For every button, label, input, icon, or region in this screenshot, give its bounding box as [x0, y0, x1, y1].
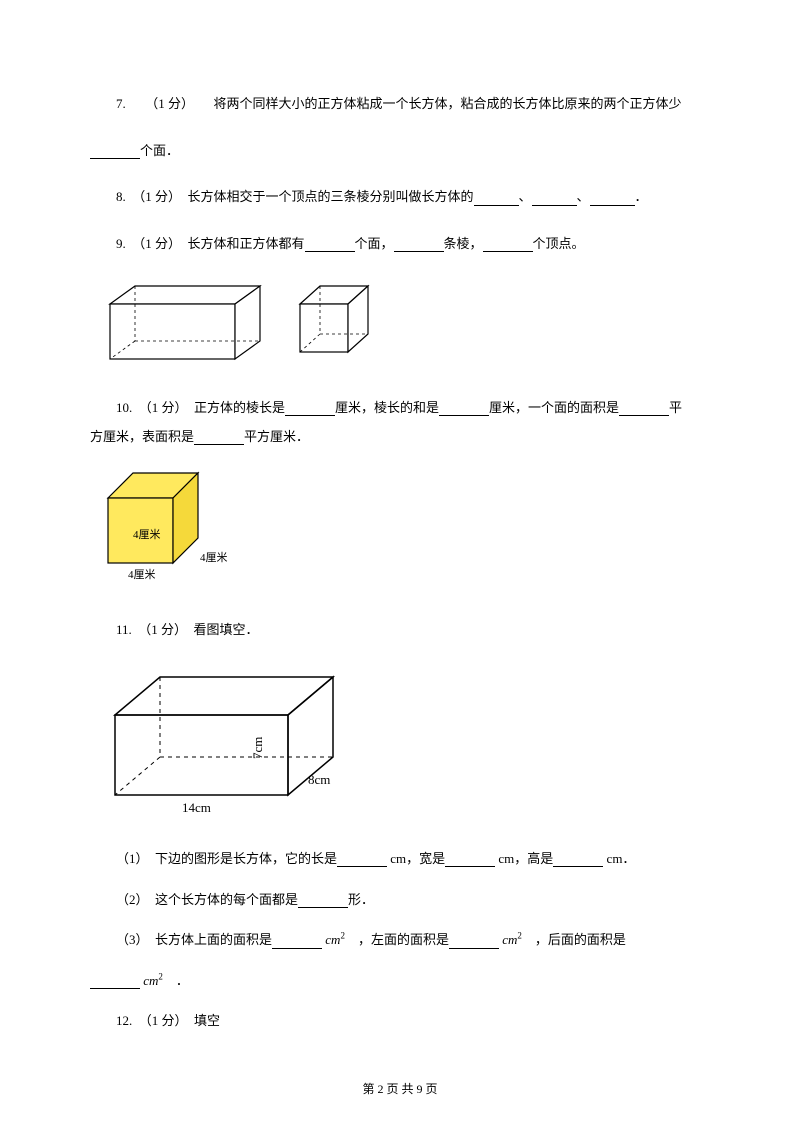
blank	[337, 852, 387, 867]
q9-prefix: 9. （1 分） 长方体和正方体都有	[116, 236, 305, 251]
q11s3-part2: ，后面的面积是	[522, 932, 626, 947]
cuboid-shape	[110, 286, 260, 359]
question-7-line2: 个面．	[90, 137, 710, 166]
blank	[590, 191, 635, 206]
figure-yellow-cube: 4厘米 4厘米 4厘米	[90, 463, 710, 604]
q8-sep1: 、	[519, 189, 532, 204]
question-11-sub3: （3） 长方体上面的面积是 cm2 ，左面的面积是 cm2 ，后面的面积是	[90, 926, 710, 955]
cuboid-height-label: 7cm	[250, 737, 265, 759]
page-footer: 第 2 页 共 9 页	[0, 1076, 800, 1102]
question-12: 12. （1 分） 填空	[90, 1007, 710, 1036]
question-8: 8. （1 分） 长方体相交于一个顶点的三条棱分别叫做长方体的 、 、 ．	[90, 183, 710, 212]
blank	[90, 144, 140, 159]
q11s1-suffix: cm．	[603, 851, 635, 866]
q11s1-part2: cm，高是	[495, 851, 553, 866]
labeled-cuboid-svg: 7cm 8cm 14cm	[90, 662, 370, 822]
blank	[272, 934, 322, 949]
blank	[194, 430, 244, 445]
blank	[394, 237, 444, 252]
q8-prefix: 8. （1 分） 长方体相交于一个顶点的三条棱分别叫做长方体的	[116, 189, 474, 204]
blank	[532, 191, 577, 206]
blank	[445, 852, 495, 867]
q11-prefix: 11. （1 分） 看图填空．	[116, 622, 259, 637]
q11s1-part1: cm，宽是	[387, 851, 445, 866]
cube-label-front: 4厘米	[133, 528, 161, 541]
question-10: 10. （1 分） 正方体的棱长是 厘米，棱长的和是 厘米，一个面的面积是 平 方厘米…	[90, 394, 710, 451]
blank	[619, 401, 669, 416]
blank	[439, 401, 489, 416]
yellow-cube-svg: 4厘米 4厘米 4厘米	[90, 463, 250, 593]
q11s2-suffix: 形．	[348, 892, 374, 907]
question-7: 7. （1 分） 将两个同样大小的正方体粘成一个长方体，粘合成的长方体比原来的两…	[90, 90, 710, 119]
footer-text: 第 2 页 共 9 页	[362, 1082, 437, 1096]
q10-line2a: 方厘米，表面积是	[90, 429, 194, 444]
q11s3-part1: ，左面的面积是	[345, 932, 449, 947]
figure-cuboid-cube	[90, 276, 710, 382]
q10-part1: 厘米，棱长的和是	[335, 400, 439, 415]
q7-text: 7. （1 分） 将两个同样大小的正方体粘成一个长方体，粘合成的长方体比原来的两…	[116, 96, 682, 111]
blank	[553, 852, 603, 867]
blank	[298, 893, 348, 908]
blank	[90, 974, 140, 989]
question-9: 9. （1 分） 长方体和正方体都有 个面， 条棱， 个顶点。	[90, 230, 710, 259]
blank	[285, 401, 335, 416]
q9-part1: 个面，	[355, 236, 394, 251]
cube-label-bottom: 4厘米	[128, 568, 156, 581]
question-11-sub3-line2: cm2 ．	[90, 967, 710, 996]
cuboid-cube-svg	[90, 276, 370, 371]
q11s3-prefix: （3） 长方体上面的面积是	[116, 932, 272, 947]
q10-part3: 平	[669, 400, 682, 415]
cube-label-right: 4厘米	[200, 551, 228, 564]
q10-line2b: 平方厘米．	[244, 429, 309, 444]
q7-suffix: 个面．	[140, 143, 179, 158]
q10-prefix: 10. （1 分） 正方体的棱长是	[116, 400, 285, 415]
q11s2-prefix: （2） 这个长方体的每个面都是	[116, 892, 298, 907]
q9-part2: 条棱，	[444, 236, 483, 251]
question-11: 11. （1 分） 看图填空．	[90, 616, 710, 645]
question-11-sub2: （2） 这个长方体的每个面都是 形．	[90, 886, 710, 915]
cm2-1: cm	[325, 932, 340, 947]
q12-prefix: 12. （1 分） 填空	[116, 1013, 220, 1028]
figure-labeled-cuboid: 7cm 8cm 14cm	[90, 662, 710, 833]
q8-suffix: ．	[635, 189, 648, 204]
cm2-3: cm	[143, 973, 158, 988]
cm2-2: cm	[502, 932, 517, 947]
q10-part2: 厘米，一个面的面积是	[489, 400, 619, 415]
q11s3-suffix: ．	[163, 973, 189, 988]
question-11-sub1: （1） 下边的图形是长方体，它的长是 cm，宽是 cm，高是 cm．	[90, 845, 710, 874]
q11s1-prefix: （1） 下边的图形是长方体，它的长是	[116, 851, 337, 866]
q9-suffix: 个顶点。	[533, 236, 585, 251]
blank	[483, 237, 533, 252]
q8-sep2: 、	[577, 189, 590, 204]
cuboid-width-label: 8cm	[308, 772, 330, 787]
blank	[305, 237, 355, 252]
blank	[474, 191, 519, 206]
blank	[449, 934, 499, 949]
cuboid-length-label: 14cm	[182, 800, 211, 815]
cube-shape	[300, 286, 368, 352]
